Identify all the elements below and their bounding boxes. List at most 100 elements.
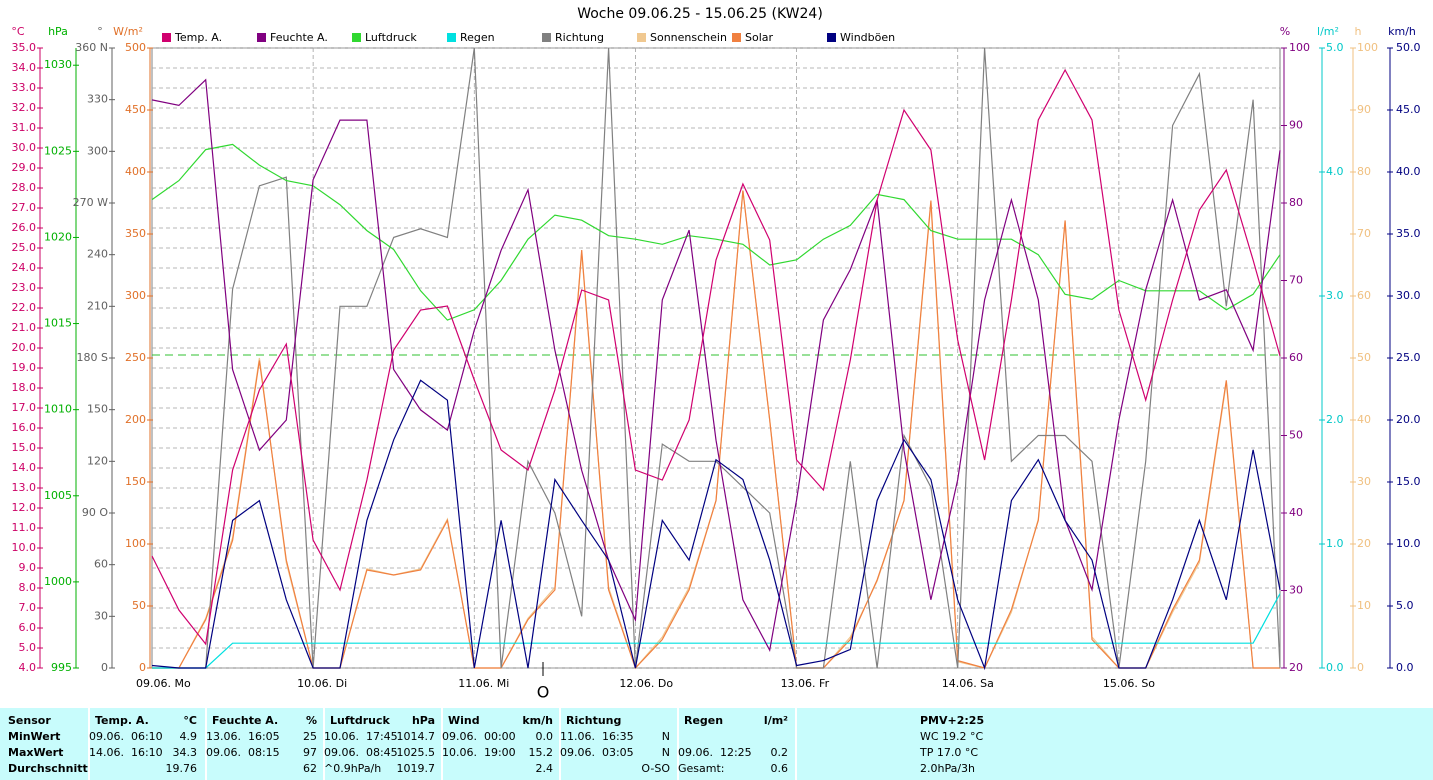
y-tick-label: 21.0 (12, 321, 37, 334)
axis-unit: °C (11, 25, 25, 38)
y-tick-label: 50.0 (1396, 41, 1421, 54)
axis-unit: hPa (48, 25, 68, 38)
y-tick-label: 35.0 (12, 41, 37, 54)
y-tick-label: 25.0 (1396, 351, 1421, 364)
y-tick-label: 16.0 (12, 421, 37, 434)
table-cell: 4.9 (180, 730, 198, 743)
legend-swatch (257, 33, 266, 42)
table-cell: N (662, 730, 670, 743)
table-cell: 1019.7 (397, 762, 436, 775)
y-tick-label: 4.0 (1326, 165, 1344, 178)
y-tick-label: 1005 (44, 489, 72, 502)
y-tick-label: 60 (94, 558, 108, 571)
table-cell: 09.06. 03:05 (560, 746, 634, 759)
y-tick-label: 100 (1357, 41, 1378, 54)
y-tick-label: 29.0 (12, 161, 37, 174)
y-tick-label: 9.0 (19, 561, 37, 574)
y-tick-label: 250 (125, 351, 146, 364)
table-cell: 11.06. 16:35 (560, 730, 634, 743)
table-cell-bg (797, 708, 1433, 780)
legend-label: Windböen (840, 31, 895, 44)
table-cell: 2.0hPa/3h (920, 762, 975, 775)
axis-unit: W/m² (113, 25, 143, 38)
axis-unit: h (1355, 25, 1362, 38)
y-tick-label: 50 (1289, 429, 1303, 442)
table-row-label: MinWert (8, 730, 60, 743)
table-cell: 62 (303, 762, 317, 775)
y-tick-label: 15.0 (1396, 475, 1421, 488)
y-tick-label: 450 (125, 103, 146, 116)
y-tick-label: 300 (125, 289, 146, 302)
y-tick-label: 40.0 (1396, 165, 1421, 178)
y-tick-label: 100 (1289, 41, 1310, 54)
y-tick-label: 1.0 (1326, 537, 1344, 550)
y-tick-label: 19.0 (12, 361, 37, 374)
y-tick-label: 0 (101, 661, 108, 674)
y-tick-label: 300 (87, 144, 108, 157)
table-cell: 13.06. 16:05 (206, 730, 280, 743)
legend-label: Luftdruck (365, 31, 417, 44)
y-tick-label: 80 (1357, 165, 1371, 178)
y-tick-label: 400 (125, 165, 146, 178)
table-header: Feuchte A. (212, 714, 278, 727)
axis-unit: l/m² (1317, 25, 1339, 38)
chart-title: Woche 09.06.25 - 15.06.25 (KW24) (577, 6, 823, 22)
y-tick-label: 26.0 (12, 221, 37, 234)
legend-label: Sonnenschein (650, 31, 727, 44)
y-tick-label: 31.0 (12, 121, 37, 134)
y-tick-label: 40 (1357, 413, 1371, 426)
axis-unit: km/h (1388, 25, 1416, 38)
table-cell-bg (325, 708, 441, 780)
y-tick-label: 3.0 (1326, 289, 1344, 302)
table-cell: TP 17.0 °C (919, 746, 978, 759)
y-tick-label: 12.0 (12, 501, 37, 514)
legend-swatch (637, 33, 646, 42)
table-cell: 0.6 (771, 762, 789, 775)
y-tick-label: 180 S (77, 351, 108, 364)
y-tick-label: 240 (87, 248, 108, 261)
legend-label: Feuchte A. (270, 31, 328, 44)
table-header-unit: °C (183, 714, 197, 727)
table-header: Sensor (8, 714, 51, 727)
table-header: Wind (448, 714, 480, 727)
y-tick-label: 200 (125, 413, 146, 426)
y-tick-label: 20.0 (12, 341, 37, 354)
table-cell: 34.3 (173, 746, 198, 759)
x-tick-label: 15.06. So (1103, 677, 1155, 690)
table-cell-bg (561, 708, 677, 780)
table-cell-bg (207, 708, 323, 780)
y-tick-label: 33.0 (12, 81, 37, 94)
y-tick-label: 1030 (44, 58, 72, 71)
x-tick-label: 10.06. Di (297, 677, 347, 690)
table-row-label: MaxWert (8, 746, 63, 759)
y-tick-label: 210 (87, 299, 108, 312)
y-tick-label: 90 (1357, 103, 1371, 116)
table-header-unit: l/m² (764, 714, 788, 727)
table-cell: 0.0 (536, 730, 554, 743)
y-tick-label: 90 (1289, 119, 1303, 132)
table-cell: 09.06. 06:10 (89, 730, 163, 743)
table-cell: 10.06. 19:00 (442, 746, 516, 759)
x-tick-label: 13.06. Fr (781, 677, 830, 690)
y-tick-label: 330 (87, 93, 108, 106)
table-cell: 09.06. 08:45 (324, 746, 398, 759)
table-cell: 97 (303, 746, 317, 759)
y-tick-label: 30 (1357, 475, 1371, 488)
legend-swatch (447, 33, 456, 42)
legend-swatch (162, 33, 171, 42)
table-header-unit: km/h (522, 714, 553, 727)
y-tick-label: 50 (1357, 351, 1371, 364)
y-tick-label: 14.0 (12, 461, 37, 474)
y-tick-label: 100 (125, 537, 146, 550)
y-tick-label: 70 (1289, 274, 1303, 287)
table-cell-bg (0, 708, 88, 780)
y-tick-label: 30 (1289, 584, 1303, 597)
legend-label: Solar (745, 31, 774, 44)
series-line (151, 78, 1281, 653)
legend-swatch (542, 33, 551, 42)
table-cell: Gesamt: (678, 762, 725, 775)
y-tick-label: 1025 (44, 144, 72, 157)
legend-label: Temp. A. (174, 31, 222, 44)
y-tick-label: 17.0 (12, 401, 37, 414)
y-tick-label: 150 (125, 475, 146, 488)
